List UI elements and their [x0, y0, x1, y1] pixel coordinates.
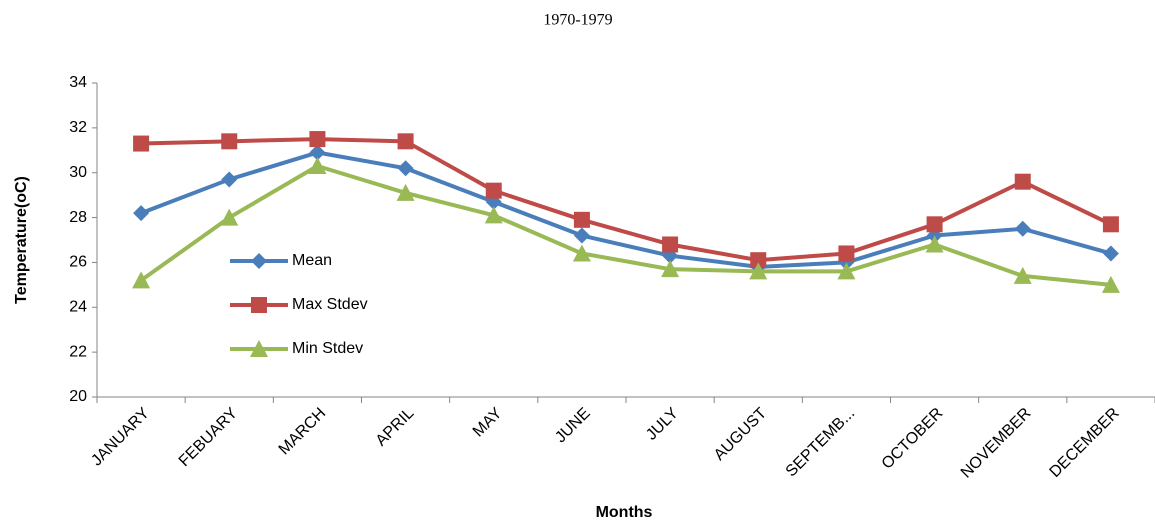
data-point: [132, 271, 151, 289]
x-tick-label: APRIL: [373, 405, 418, 450]
x-tick-label: JULY: [643, 405, 682, 444]
y-tick-label: 20: [69, 388, 87, 405]
data-point: [573, 211, 590, 228]
data-point: [309, 144, 326, 161]
y-tick-label: 28: [69, 209, 87, 226]
x-tick-label: SEPTEMB...: [783, 405, 859, 481]
legend-label: Mean: [292, 252, 332, 269]
data-point: [1014, 220, 1031, 237]
x-tick-label: FEBUARY: [176, 405, 241, 470]
data-point: [221, 171, 238, 188]
x-tick-label: JANUARY: [88, 405, 153, 470]
series-line: [141, 137, 1112, 263]
y-tick-label: 32: [69, 119, 87, 136]
data-point: [1101, 275, 1120, 293]
data-point: [1013, 266, 1032, 284]
data-point: [485, 182, 502, 199]
data-point: [1102, 245, 1119, 262]
x-tick-label: DECEMBER: [1047, 405, 1123, 481]
data-point: [925, 235, 944, 253]
legend-marker: [250, 340, 268, 357]
chart-title: 1970-1979: [543, 12, 612, 29]
legend-label: Max Stdev: [292, 296, 368, 313]
data-point: [926, 216, 943, 233]
y-tick-label: 30: [69, 164, 87, 181]
data-point: [308, 156, 327, 174]
x-tick-label: OCTOBER: [879, 405, 947, 473]
x-axis-title: Months: [596, 504, 653, 521]
data-point: [133, 135, 150, 152]
data-point: [837, 262, 856, 280]
data-point: [1102, 216, 1119, 233]
data-point: [749, 262, 768, 280]
legend-marker: [251, 297, 267, 313]
y-tick-label: 24: [69, 299, 87, 316]
x-tick-label: NOVEMBER: [958, 405, 1035, 482]
data-point: [396, 183, 415, 201]
data-point: [661, 260, 680, 278]
data-point: [133, 205, 150, 222]
x-tick-label: MAY: [470, 405, 506, 441]
data-point: [838, 245, 855, 262]
legend-label: Min Stdev: [292, 340, 363, 357]
legend-marker: [251, 253, 267, 269]
data-point: [750, 252, 767, 269]
data-point: [484, 206, 503, 224]
series-line: [139, 163, 1112, 287]
x-tick-label: MARCH: [276, 405, 330, 459]
data-point: [1014, 173, 1031, 190]
data-point: [397, 133, 414, 150]
series-line: [140, 150, 1112, 269]
y-tick-label: 34: [69, 74, 87, 91]
data-point: [220, 208, 239, 226]
data-point: [662, 236, 679, 253]
x-tick-label: AUGUST: [711, 405, 770, 464]
y-axis-title: Temperature(oC): [13, 176, 30, 304]
data-point: [309, 131, 326, 148]
data-point: [397, 160, 414, 177]
y-tick-label: 26: [69, 254, 87, 271]
data-point: [221, 133, 238, 150]
x-tick-label: JUNE: [552, 405, 594, 447]
data-point: [573, 227, 590, 244]
y-tick-label: 22: [69, 343, 87, 360]
data-point: [572, 244, 591, 262]
